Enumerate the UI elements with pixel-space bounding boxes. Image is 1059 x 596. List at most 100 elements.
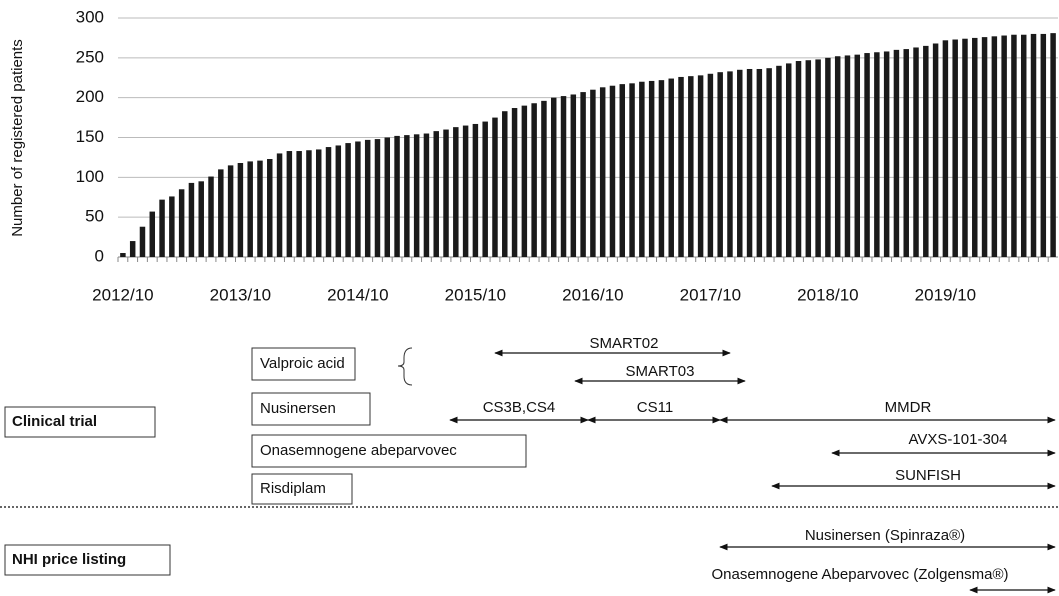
bar	[981, 37, 988, 258]
bar	[296, 151, 302, 257]
bar	[619, 84, 626, 257]
bar	[864, 53, 870, 258]
trial: MMDR	[885, 399, 932, 416]
brace	[397, 347, 413, 386]
bar	[1040, 33, 1047, 257]
bar	[315, 149, 322, 257]
y-tick-label: 150	[76, 127, 104, 146]
bar	[198, 181, 204, 257]
bar	[267, 159, 273, 257]
bar	[590, 89, 596, 257]
bar	[834, 56, 841, 257]
bar	[776, 65, 782, 257]
bar	[952, 39, 958, 258]
bar	[766, 68, 772, 257]
bar	[227, 165, 234, 257]
drug: Valproic acid	[260, 355, 345, 372]
bar	[648, 80, 655, 257]
drug-box	[251, 434, 527, 468]
drug: Onasemnogene abeparvovec	[260, 442, 457, 459]
bar	[717, 72, 723, 257]
bar	[962, 38, 968, 257]
trial: AVXS-101-304	[909, 431, 1008, 448]
bar	[306, 150, 312, 257]
bar	[335, 145, 342, 257]
bar	[169, 196, 175, 257]
bar	[932, 43, 939, 257]
plot: 0 50 100 150 200 250 300 2012/10 2013/10 2014/10 2…	[76, 7, 1058, 304]
x-tick-label: 2016/10	[562, 285, 623, 304]
bar	[374, 139, 381, 257]
bar	[120, 253, 126, 257]
bar	[413, 134, 420, 257]
bar	[785, 63, 792, 257]
bar	[913, 47, 919, 257]
bar	[521, 105, 528, 257]
bar	[492, 117, 498, 257]
bar	[129, 241, 136, 257]
bar	[825, 57, 831, 258]
bar	[423, 133, 430, 257]
bar	[727, 71, 733, 257]
bar	[658, 80, 665, 257]
bar	[795, 61, 802, 257]
x-tick-label: 2015/10	[445, 285, 506, 304]
bar	[218, 169, 224, 257]
bar	[609, 85, 616, 257]
trial: SUNFISH	[895, 467, 961, 484]
y-tick-label: 200	[76, 87, 104, 106]
bar	[639, 81, 645, 257]
bar	[237, 162, 244, 257]
bar	[433, 131, 439, 257]
bar	[511, 108, 518, 257]
bar	[257, 160, 263, 257]
bar	[345, 143, 351, 257]
bar	[629, 83, 635, 258]
trial: SMART03	[626, 363, 695, 380]
bar	[502, 111, 508, 258]
bar	[364, 139, 371, 257]
x-tick-label: 2019/10	[915, 285, 976, 304]
x-tick-label: 2018/10	[797, 285, 858, 304]
bar	[756, 68, 763, 257]
y-tick-label: 250	[76, 47, 104, 66]
bar	[208, 176, 214, 257]
timeline: Valproic acid Nusinersen Onasemnogene ab…	[0, 335, 1059, 594]
bar	[746, 68, 753, 257]
trial: CS3B,CS4	[483, 399, 556, 416]
x-tick-label: 2017/10	[680, 285, 741, 304]
bar	[668, 78, 674, 258]
x-tick-label: 2013/10	[210, 285, 271, 304]
bar	[805, 60, 812, 258]
bar	[355, 141, 361, 257]
bar	[854, 54, 861, 257]
x-tick-label: 2012/10	[92, 285, 153, 304]
bar	[453, 127, 459, 257]
bar	[541, 100, 547, 257]
bar	[276, 153, 283, 257]
bar	[707, 73, 714, 258]
bar	[325, 147, 332, 257]
bar	[1011, 34, 1017, 258]
bar	[678, 76, 684, 257]
bar	[443, 129, 449, 257]
trial: SMART02	[590, 335, 659, 352]
bar	[844, 55, 851, 258]
bar	[1001, 35, 1007, 257]
drug-box	[251, 347, 356, 381]
y-tick-label: 100	[76, 167, 104, 186]
section: Clinical trial	[12, 413, 97, 430]
drug-box	[251, 473, 353, 505]
section: NHI price listing	[12, 551, 126, 568]
bar	[188, 182, 195, 257]
trial: CS11	[637, 399, 673, 416]
bar	[737, 69, 743, 258]
bar	[560, 96, 567, 257]
bar	[404, 135, 410, 257]
bar	[697, 75, 704, 257]
bar	[991, 36, 998, 257]
bar	[688, 76, 694, 257]
bar	[1030, 33, 1037, 257]
bar	[384, 137, 391, 257]
